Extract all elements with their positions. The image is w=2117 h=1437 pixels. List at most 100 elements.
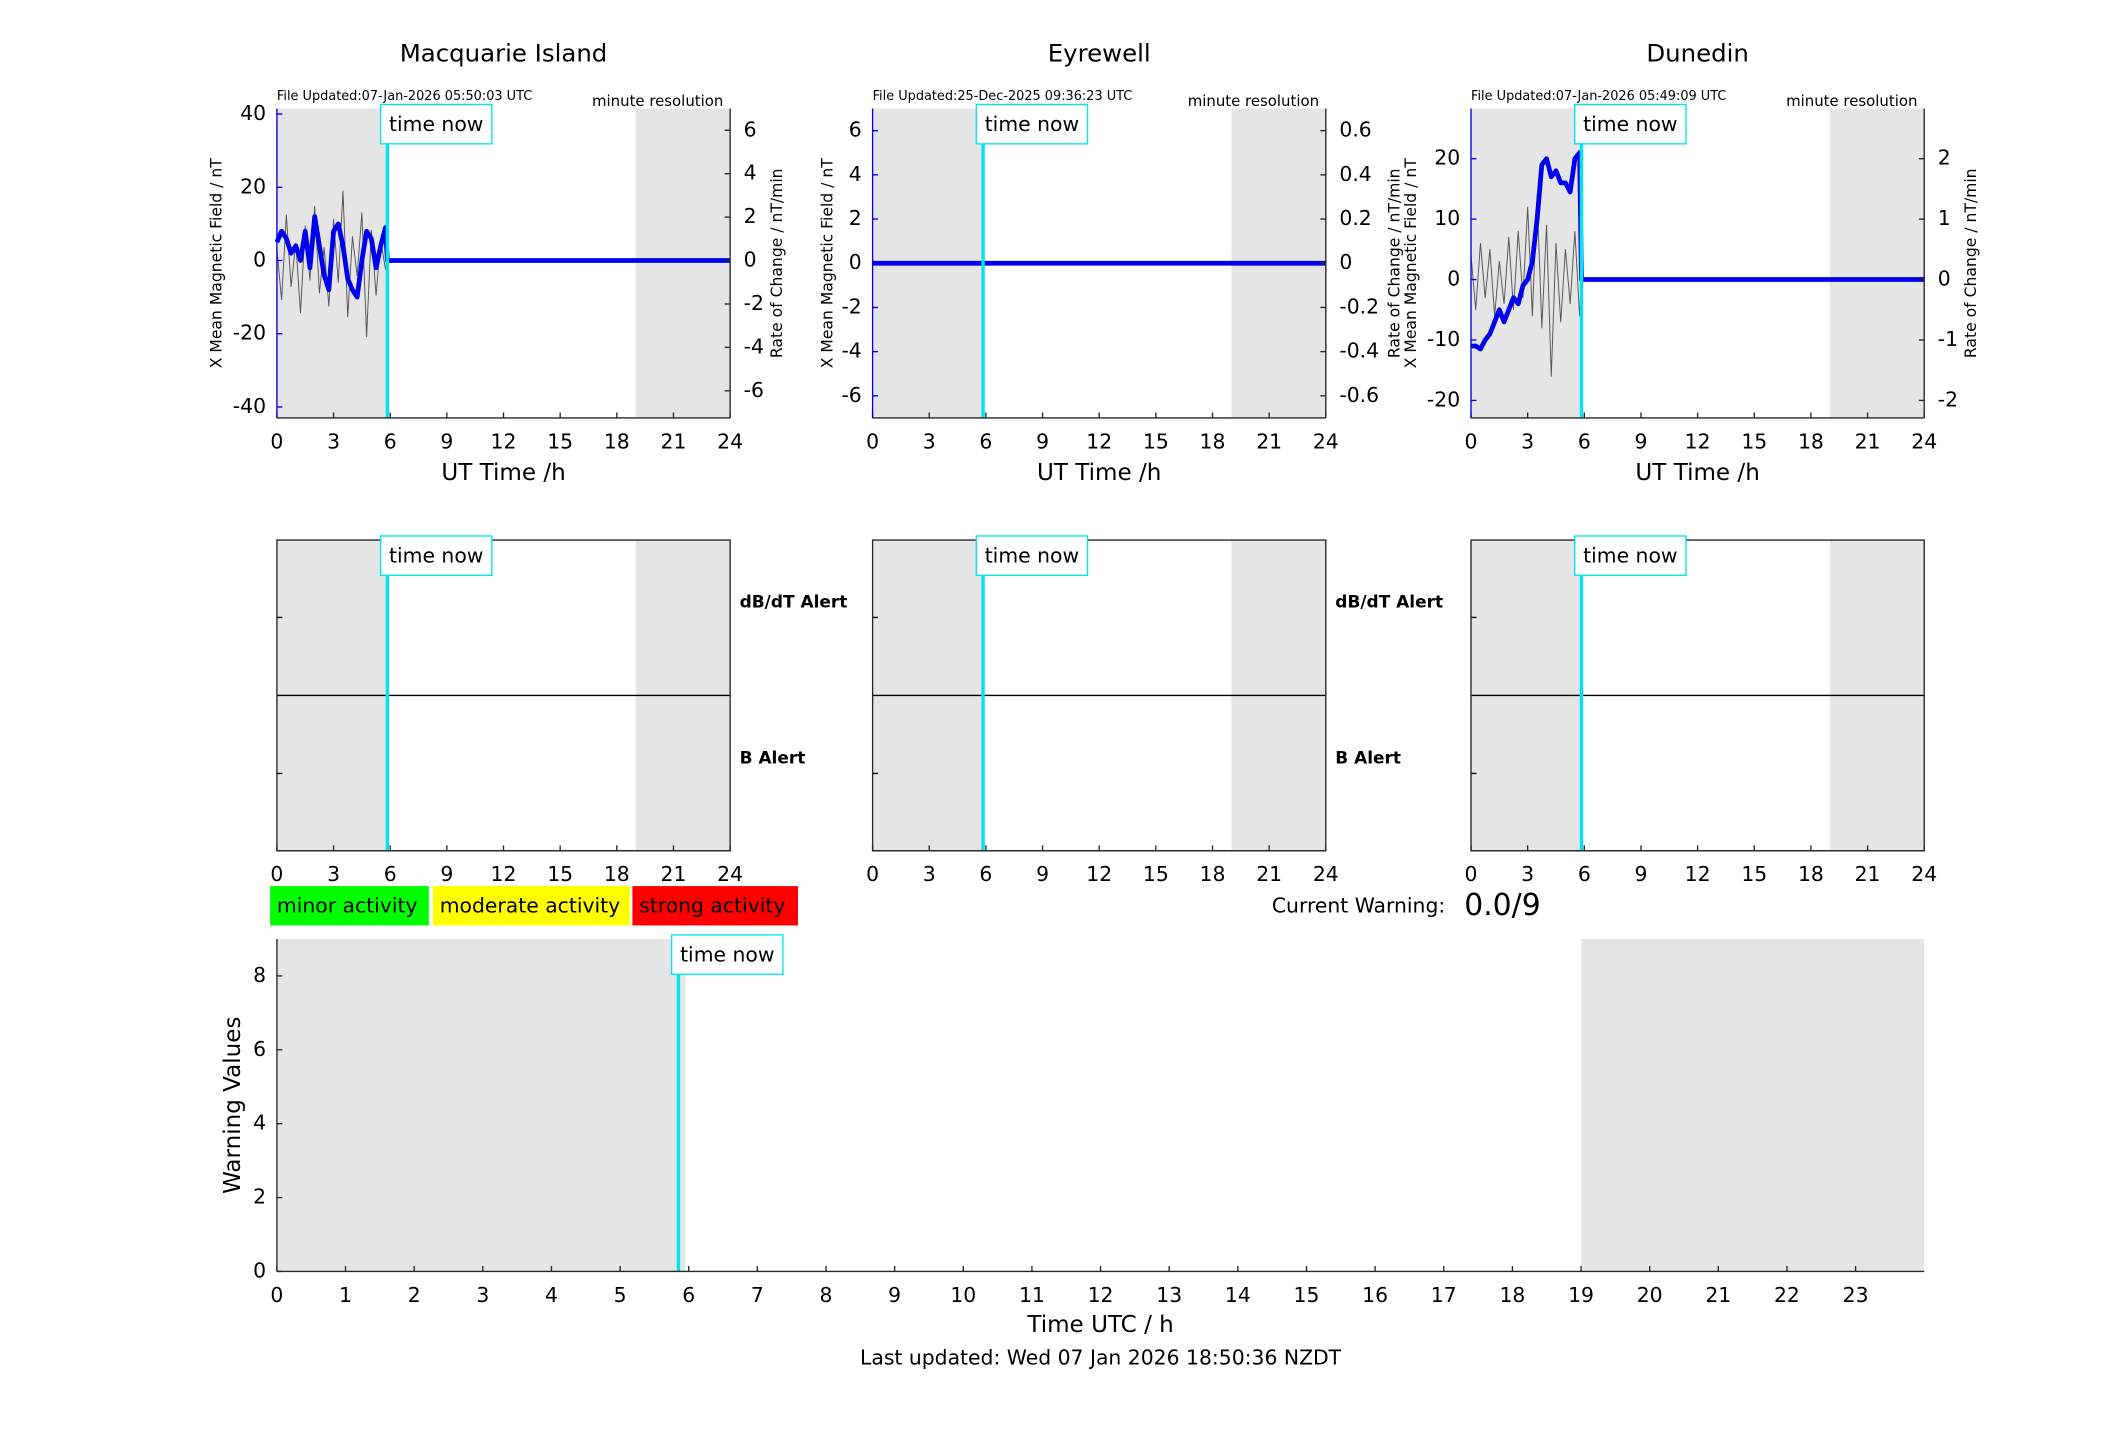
x-tick-label: 0	[866, 429, 879, 453]
night-shade	[276, 939, 686, 1272]
y2-tick-label: 0.6	[1339, 118, 1371, 142]
y2-tick-label: 0	[1938, 267, 1951, 291]
time-now-label: time now	[1583, 543, 1677, 567]
x-tick-label: 9	[1634, 862, 1647, 886]
current-warning-value: 0.0/9	[1464, 888, 1541, 923]
file-updated: File Updated:07-Jan-2026 05:49:09 UTC	[1471, 89, 1726, 104]
y2-tick-label: 2	[744, 204, 757, 228]
time-now-label: time now	[985, 112, 1079, 136]
x-tick-label: 3	[327, 429, 340, 453]
x-tick-label: 6	[384, 862, 397, 886]
x-tick-label: 3	[923, 429, 936, 453]
y2-tick-label: 2	[1938, 146, 1951, 170]
x-tick-label: 0	[270, 862, 283, 886]
time-now-label: time now	[680, 942, 774, 966]
x-tick-label: 3	[1521, 429, 1534, 453]
y-axis-label: Warning Values	[220, 1017, 246, 1194]
y-tick-label: 6	[849, 118, 862, 142]
activity-swatch	[632, 886, 798, 926]
resolution-note: minute resolution	[1188, 92, 1319, 110]
x-tick-label: 6	[1578, 429, 1591, 453]
y-tick-label: -20	[233, 321, 266, 345]
y-tick-label: 6	[253, 1037, 266, 1061]
x-tick-label: 14	[1225, 1283, 1251, 1307]
x-tick-label: 6	[979, 862, 992, 886]
x-tick-label: 9	[440, 862, 453, 886]
x-tick-label: 12	[1086, 429, 1112, 453]
y2-tick-label: -0.2	[1339, 294, 1379, 318]
time-now-label: time now	[1583, 112, 1677, 136]
x-tick-label: 24	[717, 429, 743, 453]
current-warning-label: Current Warning:	[1272, 893, 1445, 917]
time-now-box	[670, 934, 784, 975]
x-tick-label: 10	[950, 1283, 976, 1307]
y-tick-label: 40	[240, 101, 266, 125]
y-axis-label: X Mean Magnetic Field / nT	[818, 158, 836, 368]
y-tick-label: -6	[841, 383, 861, 407]
y2-axis-label: Rate of Change / nT/min	[768, 168, 786, 358]
x-tick-label: 0	[866, 862, 879, 886]
x-tick-label: 9	[1036, 862, 1049, 886]
x-tick-label: 21	[1855, 429, 1881, 453]
y2-tick-label: -0.6	[1339, 383, 1379, 407]
x-tick-label: 3	[476, 1283, 489, 1307]
x-tick-label: 6	[979, 429, 992, 453]
x-tick-label: 15	[547, 862, 573, 886]
night-shade	[1471, 108, 1582, 418]
x-tick-label: 15	[547, 429, 573, 453]
x-tick-label: 9	[440, 429, 453, 453]
x-tick-label: 6	[1578, 862, 1591, 886]
y-tick-label: 20	[240, 174, 266, 198]
x-axis-label: Time UTC / h	[1026, 1312, 1173, 1338]
x-tick-label: 24	[1911, 429, 1937, 453]
x-tick-label: 24	[717, 862, 743, 886]
time-now-box	[1574, 103, 1687, 145]
x-tick-label: 9	[888, 1283, 901, 1307]
x-tick-label: 2	[408, 1283, 421, 1307]
x-axis-label: UT Time /h	[441, 460, 565, 486]
x-tick-label: 0	[1465, 862, 1478, 886]
night-shade	[635, 108, 731, 418]
y-axis-label: X Mean Magnetic Field / nT	[1402, 158, 1420, 368]
x-tick-label: 12	[491, 429, 517, 453]
y2-axis-label: Rate of Change / nT/min	[1386, 168, 1404, 358]
alert-label: dB/dT Alert	[740, 591, 848, 611]
x-tick-label: 21	[1256, 429, 1282, 453]
x-tick-label: 21	[1855, 862, 1881, 886]
x-tick-label: 22	[1774, 1283, 1800, 1307]
x-tick-label: 15	[1143, 429, 1169, 453]
chart-title: Macquarie Island	[400, 38, 608, 67]
x-tick-label: 12	[491, 862, 517, 886]
y-tick-label: 2	[849, 206, 862, 230]
x-tick-label: 23	[1843, 1283, 1869, 1307]
x-tick-label: 6	[682, 1283, 695, 1307]
night-shade	[1829, 108, 1925, 418]
x-tick-label: 3	[1521, 862, 1534, 886]
y2-tick-label: 0	[744, 248, 757, 272]
x-tick-label: 18	[604, 429, 630, 453]
y-tick-label: 4	[849, 162, 862, 186]
y-tick-label: 8	[253, 963, 266, 987]
time-now-box	[379, 103, 493, 145]
x-tick-label: 9	[1036, 429, 1049, 453]
x-tick-label: 15	[1294, 1283, 1320, 1307]
y-tick-label: 4	[253, 1111, 266, 1135]
x-tick-label: 18	[1499, 1283, 1525, 1307]
activity-swatch	[432, 886, 630, 926]
time-now-label: time now	[389, 543, 483, 567]
chart-title: Eyrewell	[1048, 38, 1151, 67]
y-axis-label: X Mean Magnetic Field / nT	[208, 158, 226, 368]
x-tick-label: 16	[1362, 1283, 1388, 1307]
x-tick-label: 21	[661, 429, 687, 453]
x-tick-label: 15	[1741, 429, 1767, 453]
x-tick-label: 5	[614, 1283, 627, 1307]
activity-label: minor activity	[277, 893, 418, 917]
activity-label: strong activity	[639, 893, 785, 917]
time-now-label: time now	[389, 112, 483, 136]
field-line	[274, 214, 731, 300]
x-tick-label: 21	[1256, 862, 1282, 886]
x-tick-label: 15	[1143, 862, 1169, 886]
x-tick-label: 18	[1798, 429, 1824, 453]
x-axis-label: UT Time /h	[1037, 460, 1161, 486]
file-updated: File Updated:07-Jan-2026 05:50:03 UTC	[277, 89, 532, 104]
